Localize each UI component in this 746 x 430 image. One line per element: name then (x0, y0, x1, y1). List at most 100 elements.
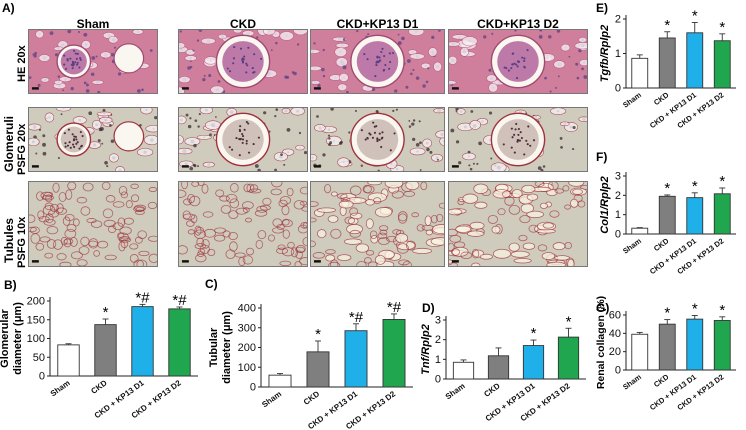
group-label-tubules: Tubules (2, 217, 16, 263)
panel-a-label: A) (2, 1, 15, 15)
chart-c-significance-mark: *# (387, 299, 402, 316)
panel-d-label: D) (422, 301, 435, 315)
chart-c-bar (344, 330, 368, 388)
chart-g-tick-label: 40 (609, 328, 621, 340)
chart-b-significance-mark: *# (172, 292, 187, 309)
chart-f-bar (631, 227, 649, 235)
chart-e-bar (686, 32, 704, 89)
chart-b-significance-mark: *# (135, 289, 150, 306)
chart-e-bar (658, 37, 676, 89)
chart-c-tick-label: 100 (238, 362, 256, 374)
chart-f-tick-label: 3 (615, 171, 621, 183)
chart-e-significance-mark: * (719, 19, 725, 36)
chart-c-y-axis-label: Tubulardiameter (μm) (208, 311, 233, 384)
panel-f-label: F) (596, 150, 608, 164)
column-header-sham: Sham (76, 17, 110, 31)
chart-b-bar (57, 344, 80, 377)
chart-e-y-axis-label: Tgfb/Rplp2 (599, 25, 611, 82)
chart-g-bar (658, 323, 676, 371)
chart-f-bar (713, 193, 731, 235)
chart-e-significance-mark: * (664, 17, 670, 34)
chart-b-tick-label: 0 (39, 371, 45, 383)
chart-d-significance-mark: * (566, 313, 572, 330)
micrograph-psfg-20x-ckd (178, 107, 308, 172)
chart-d-bar (487, 355, 510, 380)
chart-d-bar (522, 345, 545, 380)
chart-f-category-label: CKD (652, 236, 671, 253)
group-label-glomeruli: Glomeruli (2, 115, 16, 172)
chart-d-tick-label: 1 (435, 354, 441, 366)
chart-d-tick-label: 3 (435, 315, 441, 327)
chart-b-tick-label: 50 (33, 352, 45, 364)
chart-g-tick-label: 60 (609, 310, 621, 322)
chart-f-category-label: Sham (621, 236, 643, 255)
chart-g-significance-mark: * (664, 305, 670, 322)
chart-c-significance-mark: *# (349, 309, 364, 326)
row-label-psfg-20x: PSFG 20x (16, 123, 28, 175)
chart-b-category-label: Sham (49, 378, 72, 398)
chart-g-bar (686, 318, 704, 371)
micrograph-he-20x-ckd (178, 29, 308, 94)
chart-c-significance-mark: * (315, 326, 321, 343)
chart-d-y-axis-label: Tnf/Rplp2 (420, 324, 432, 375)
chart-c-bar (268, 374, 292, 388)
chart-c-tick-label: 300 (238, 322, 256, 334)
panel-e-label: E) (596, 1, 608, 15)
chart-e-tick-label: 2 (615, 14, 621, 26)
chart-c-category-label: Sham (260, 389, 283, 409)
chart-f-y-axis-label: Col1/Rplp2 (599, 176, 611, 233)
chart-g-category-label: CKD (652, 372, 671, 389)
micrograph-psfg-10x-kp13-d1 (310, 181, 445, 267)
chart-b-tick-label: 100 (27, 333, 45, 345)
chart-c-bar (382, 319, 406, 388)
chart-b-bar (94, 324, 117, 377)
chart-f-tick-label: 0 (615, 229, 621, 241)
chart-f-tick-label: 1 (615, 209, 621, 221)
chart-g-tick-label: 20 (609, 346, 621, 358)
chart-f-significance-mark: * (664, 180, 670, 197)
panel-g-label: G) (596, 301, 610, 315)
chart-e-category-label: Sham (621, 90, 643, 109)
column-header-kp13-d1: CKD+KP13 D1 (336, 17, 419, 31)
micrograph-psfg-20x-sham (28, 107, 158, 172)
chart-f-tick-label: 2 (615, 190, 621, 202)
chart-d-category-label: Sham (444, 381, 467, 401)
chart-g-significance-mark: * (692, 300, 698, 317)
chart-e-bar (713, 40, 731, 89)
chart-d-tick-label: 0 (435, 374, 441, 386)
chart-g-y-axis-label: Renal collagen (%) (595, 296, 607, 389)
chart-d-significance-mark: * (531, 325, 537, 342)
chart-e-significance-mark: * (692, 7, 698, 24)
chart-f-bar (686, 197, 704, 235)
chart-f-bar (658, 195, 676, 235)
chart-d-bar (452, 361, 475, 380)
chart-g-tick-label: 0 (615, 365, 621, 377)
micrograph-he-20x-kp13-d2 (448, 29, 588, 94)
chart-g-significance-mark: * (719, 302, 725, 319)
row-label-psfg-10x: PSFG 10x (16, 216, 28, 268)
micrograph-psfg-10x-sham (28, 181, 158, 267)
chart-b-tick-label: 150 (27, 314, 45, 326)
chart-g-bar (631, 333, 649, 371)
chart-b-category-label: CKD (89, 378, 108, 396)
chart-c-tick-label: 400 (238, 303, 256, 315)
micrograph-psfg-20x-kp13-d1 (310, 107, 445, 172)
panel-c-label: C) (205, 277, 218, 291)
micrograph-he-20x-sham (28, 29, 158, 94)
column-header-kp13-d2: CKD+KP13 D2 (477, 17, 559, 31)
chart-b-significance-mark: * (103, 304, 109, 321)
chart-c-tick-label: 200 (238, 342, 256, 354)
micrograph-psfg-20x-kp13-d2 (448, 107, 588, 172)
column-header-ckd: CKD (230, 17, 256, 31)
micrograph-he-20x-kp13-d1 (310, 29, 445, 94)
row-label-he-20x: HE 20x (16, 45, 28, 82)
chart-e-tick-label: 0 (615, 83, 621, 95)
chart-d-tick-label: 2 (435, 334, 441, 346)
chart-g-bar (713, 320, 731, 371)
micrograph-psfg-10x-ckd (178, 181, 308, 267)
